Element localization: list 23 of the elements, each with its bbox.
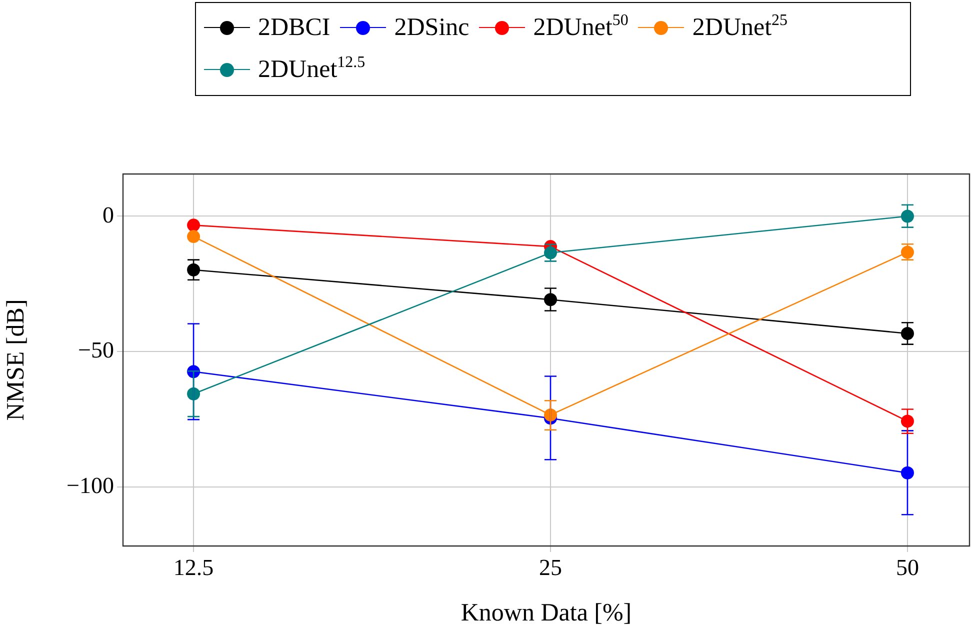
point [900,414,914,428]
point [544,293,558,306]
legend-label: 2DSinc [394,14,470,42]
point [900,466,914,480]
point [900,210,914,223]
x-axis-title: Known Data [%] [460,600,632,627]
legend-label: 2DUnet$^{25}$ [692,12,788,42]
x-tick-label: 25 [539,554,562,580]
point [187,230,200,244]
y-tick-label: 0 [102,202,114,228]
legend-label: 2DBCI [258,14,330,42]
legend-label: 2DUnet$^{50}$ [533,12,628,42]
y-tick-label: −50 [78,338,114,363]
y-axis-title: NMSE [dB] [2,299,30,421]
point [187,263,200,276]
x-tick-label: 12.5 [173,554,214,580]
y-tick-label: −100 [66,473,114,498]
point [187,218,200,232]
point [900,326,914,340]
point [187,387,200,400]
point [544,408,558,422]
x-tick-label: 50 [896,554,919,580]
legend-label: 2DUnet$^{12.5}$ [258,54,366,84]
